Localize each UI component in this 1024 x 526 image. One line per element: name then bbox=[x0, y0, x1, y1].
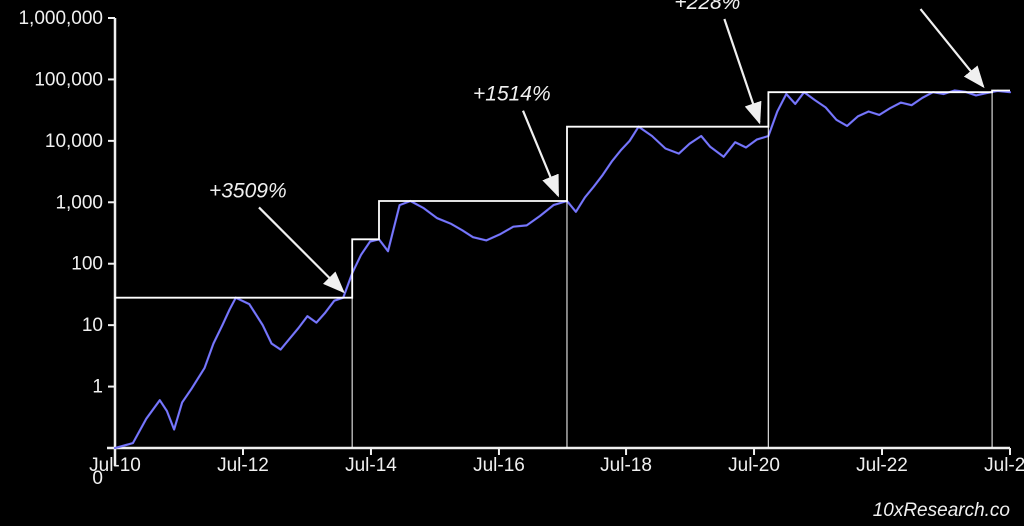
annotation-label: +3509% bbox=[209, 179, 287, 202]
x-tick-label: Jul-12 bbox=[217, 455, 269, 476]
y-tick-label: 100,000 bbox=[34, 69, 103, 90]
x-tick-label: Jul-24 bbox=[984, 455, 1024, 476]
chart-svg: 1101001,00010,000100,0001,000,0000Jul-10… bbox=[0, 0, 1024, 526]
annotation-label: +1514% bbox=[473, 83, 551, 106]
x-tick-label: Jul-14 bbox=[345, 455, 397, 476]
y-tick-label: 1 bbox=[92, 377, 103, 398]
y-tick-label: 1,000,000 bbox=[18, 8, 103, 29]
chart-canvas: 1101001,00010,000100,0001,000,0000Jul-10… bbox=[0, 0, 1024, 526]
y-tick-label: 1,000 bbox=[55, 192, 103, 213]
y-tick-label: 100 bbox=[71, 254, 103, 275]
annotation-label: +228% bbox=[674, 0, 740, 14]
y-tick-label: 10,000 bbox=[45, 131, 103, 152]
x-tick-label: Jul-16 bbox=[473, 455, 525, 476]
x-tick-label: Jul-10 bbox=[89, 455, 141, 476]
credit-text: 10xResearch.co bbox=[873, 500, 1010, 521]
y-tick-label: 10 bbox=[82, 315, 103, 336]
x-tick-label: Jul-18 bbox=[600, 455, 652, 476]
x-tick-label: Jul-22 bbox=[856, 455, 908, 476]
x-tick-label: Jul-20 bbox=[728, 455, 780, 476]
